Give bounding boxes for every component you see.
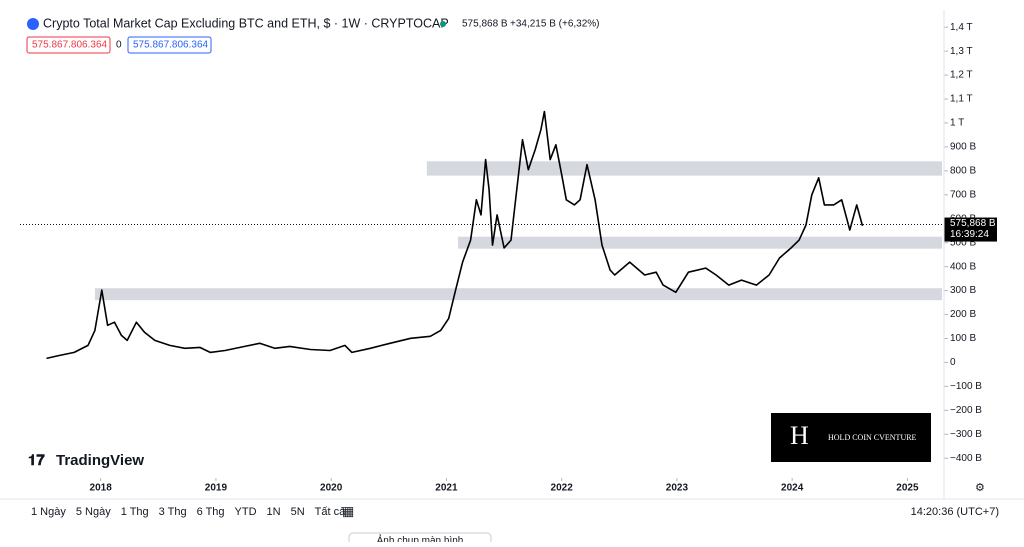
x-tick-label: 2018 <box>90 483 113 494</box>
zone <box>426 161 942 176</box>
price-line <box>46 110 864 360</box>
y-tick-label: 100 B <box>950 333 976 344</box>
x-tick-label: 2023 <box>666 483 689 494</box>
zone <box>457 236 942 249</box>
input-box[interactable] <box>127 36 212 54</box>
calendar-icon[interactable]: ▦ <box>342 503 354 518</box>
timeframe-button[interactable]: 5 Ngày <box>76 506 111 518</box>
y-tick-label: −400 B <box>950 453 982 464</box>
y-tick-label: 200 B <box>950 309 976 320</box>
last-price-badge <box>944 217 997 242</box>
y-tick-label: 300 B <box>950 285 976 296</box>
y-tick-label: 1,2 T <box>950 70 973 81</box>
x-tick-label: 2024 <box>781 483 804 494</box>
last-price-label: 575,868 B <box>950 218 996 229</box>
status-dot <box>440 21 446 27</box>
timeframe-button[interactable]: 1 Ngày <box>31 506 66 518</box>
clock: 14:20:36 (UTC+7) <box>911 506 999 518</box>
y-tick-label: 500 B <box>950 237 976 248</box>
y-tick-label: 1,3 T <box>950 46 973 57</box>
countdown: 16:39:24 <box>950 229 989 240</box>
input-value: 575.867.806.364 <box>133 40 209 51</box>
timeframe-button[interactable]: 1 Thg <box>121 506 149 518</box>
input-box[interactable] <box>26 36 111 54</box>
brand-logo: 𝟏𝟕 <box>28 452 45 469</box>
last-value: 575,868 B <box>462 19 508 30</box>
y-tick-label: 700 B <box>950 189 976 200</box>
screenshot-label: Ảnh chụp màn hình <box>377 534 464 542</box>
watermark-logo: H <box>790 421 809 450</box>
timeframe-button[interactable]: 1N <box>267 506 281 518</box>
y-tick-label: 400 B <box>950 261 976 272</box>
timeframe-button[interactable]: Tất cả <box>315 506 346 518</box>
x-tick-label: 2020 <box>320 483 343 494</box>
y-tick-label: 1,4 T <box>950 22 973 33</box>
y-tick-label: 0 <box>950 357 956 368</box>
timeframe-button[interactable]: 5N <box>291 506 305 518</box>
chart-title: Crypto Total Market Cap Excluding BTC an… <box>43 16 449 30</box>
y-tick-label: 800 B <box>950 166 976 177</box>
input-value: 0 <box>116 40 122 51</box>
y-tick-label: 1 T <box>950 118 964 129</box>
y-tick-label: 1,1 T <box>950 94 973 105</box>
watermark-box <box>771 413 931 462</box>
zone <box>94 288 943 301</box>
symbol-icon <box>27 18 39 30</box>
x-tick-label: 2019 <box>205 483 228 494</box>
y-tick-label: −200 B <box>950 405 982 416</box>
timeframe-button[interactable]: 6 Thg <box>197 506 225 518</box>
y-tick-label: −100 B <box>950 381 982 392</box>
x-tick-label: 2021 <box>435 483 458 494</box>
y-tick-label: −300 B <box>950 429 982 440</box>
x-tick-label: 2022 <box>551 483 574 494</box>
change: +34,215 B (+6,32%) <box>510 19 600 30</box>
watermark-text: HOLD COIN CVENTURE <box>828 433 917 442</box>
input-value: 575.867.806.364 <box>32 40 108 51</box>
x-tick-label: 2025 <box>896 483 919 494</box>
y-tick-label: 900 B <box>950 142 976 153</box>
timeframe-button[interactable]: YTD <box>235 506 257 518</box>
brand: TradingView <box>56 452 144 469</box>
settings-icon[interactable]: ⚙ <box>975 482 985 494</box>
timeframe-button[interactable]: 3 Thg <box>159 506 187 518</box>
